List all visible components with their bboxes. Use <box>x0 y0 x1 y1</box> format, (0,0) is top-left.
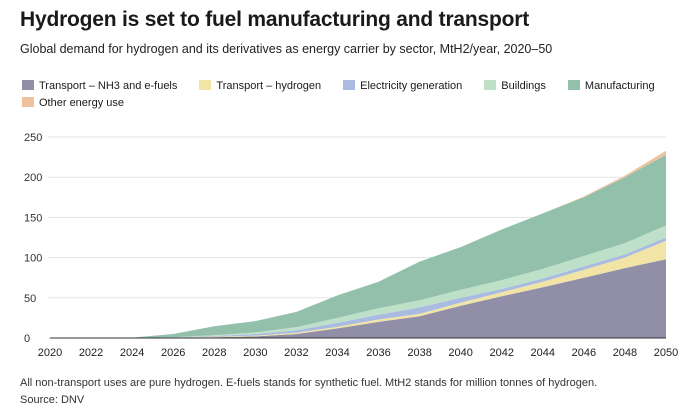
x-tick-label-2038: 2038 <box>407 347 431 359</box>
legend-item-2: Electricity generation <box>343 78 462 95</box>
chart-subtitle: Global demand for hydrogen and its deriv… <box>20 42 553 56</box>
legend-label-3: Buildings <box>501 80 546 92</box>
legend-swatch-3 <box>484 80 497 90</box>
y-tick-label-200: 200 <box>24 172 42 184</box>
x-tick-label-2050: 2050 <box>654 347 678 359</box>
y-tick-label-250: 250 <box>24 132 42 144</box>
x-tick-label-2036: 2036 <box>366 347 390 359</box>
x-tick-label-2042: 2042 <box>489 347 513 359</box>
legend-swatch-4 <box>567 80 580 90</box>
legend-label-0: Transport – NH3 and e-fuels <box>39 80 178 92</box>
x-tick-label-2030: 2030 <box>243 347 267 359</box>
x-tick-label-2032: 2032 <box>284 347 308 359</box>
legend-label-5: Other energy use <box>39 97 124 109</box>
area-series-3 <box>50 225 666 338</box>
x-tick-label-2048: 2048 <box>613 347 637 359</box>
x-tick-label-2026: 2026 <box>161 347 185 359</box>
legend-item-1: Transport – hydrogen <box>199 78 321 95</box>
x-tick-label-2034: 2034 <box>325 347 349 359</box>
area-series-4 <box>50 154 666 338</box>
y-tick-label-50: 50 <box>24 293 36 305</box>
x-tick-label-2024: 2024 <box>120 347 144 359</box>
x-tick-label-2020: 2020 <box>38 347 62 359</box>
x-tick-label-2040: 2040 <box>448 347 472 359</box>
chart-title: Hydrogen is set to fuel manufacturing an… <box>20 8 530 31</box>
y-tick-label-0: 0 <box>24 333 30 345</box>
legend-item-4: Manufacturing <box>567 78 655 95</box>
legend-swatch-5 <box>22 97 34 107</box>
chart-source: Source: DNV <box>20 394 85 406</box>
legend-swatch-1 <box>199 80 212 90</box>
legend-item-3: Buildings <box>484 78 546 95</box>
legend-label-4: Manufacturing <box>584 80 655 92</box>
x-tick-label-2022: 2022 <box>79 347 103 359</box>
area-series-0 <box>50 259 666 338</box>
y-tick-label-100: 100 <box>24 253 42 265</box>
chart-legend: Transport – NH3 and e-fuels Transport – h… <box>22 78 682 112</box>
x-tick-label-2028: 2028 <box>202 347 226 359</box>
legend-label-2: Electricity generation <box>360 80 463 92</box>
chart-footnote: All non-transport uses are pure hydrogen… <box>20 377 598 389</box>
y-tick-label-150: 150 <box>24 212 42 224</box>
legend-item-0: Transport – NH3 and e-fuels <box>22 78 177 95</box>
x-tick-label-2046: 2046 <box>572 347 596 359</box>
x-tick-label-2044: 2044 <box>531 347 555 359</box>
legend-swatch-0 <box>22 80 34 90</box>
legend-swatch-2 <box>343 80 356 90</box>
legend-label-1: Transport – hydrogen <box>216 80 322 92</box>
legend-item-5: Other energy use <box>22 95 124 112</box>
chart-plot: 0 50 100 150 200 250 GlobalData. 2020 2022 2024 20… <box>24 132 678 359</box>
watermark: GlobalData. <box>296 201 385 218</box>
